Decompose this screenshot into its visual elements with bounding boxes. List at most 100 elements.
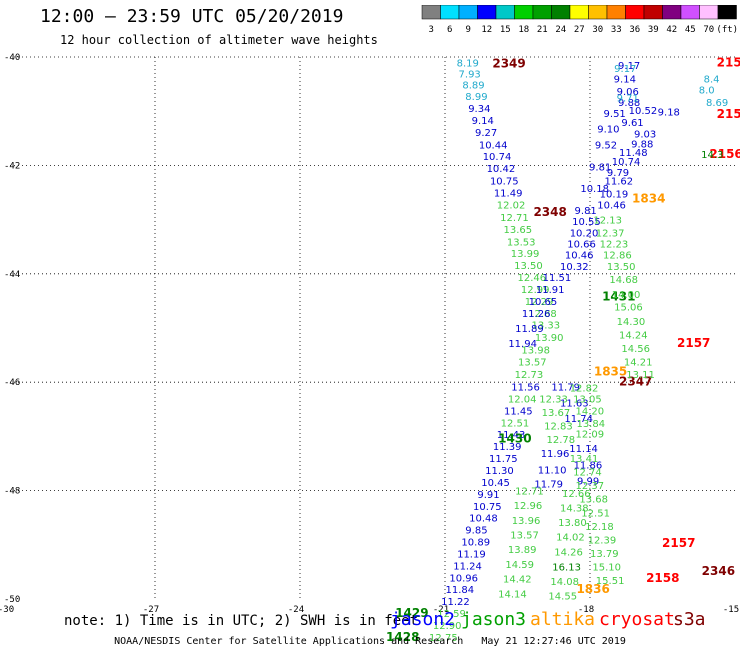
y-tick-label: -44 xyxy=(4,270,20,280)
wave-height-label: 10.44 xyxy=(479,140,508,151)
wave-height-label: 11.89 xyxy=(515,324,544,335)
wave-height-label: 9.51 xyxy=(604,109,626,120)
wave-height-label: 13.80 xyxy=(558,518,587,529)
time-label: 1836 xyxy=(576,582,609,596)
wave-height-label: 13.50 xyxy=(514,261,543,272)
wave-height-label: 13.90 xyxy=(535,333,564,344)
wave-height-label: 12.86 xyxy=(603,250,632,261)
y-tick-label: -42 xyxy=(4,161,20,171)
wave-height-label: 11.45 xyxy=(504,406,533,417)
legend-cryosat: cryosat xyxy=(599,609,675,630)
wave-height-label: 10.18 xyxy=(580,184,609,195)
x-tick-label: -21 xyxy=(433,605,449,615)
wave-height-label: 12.88 xyxy=(528,309,557,320)
wave-height-label: 14.59 xyxy=(505,560,534,571)
wave-height-label: 12.66 xyxy=(562,489,591,500)
wave-height-label: 15.10 xyxy=(592,562,621,573)
wave-height-label: 11.94 xyxy=(508,339,537,350)
colorbar-label: 36 xyxy=(629,25,640,35)
colorbar-label: 24 xyxy=(555,25,566,35)
wave-height-label: 9.81 xyxy=(589,162,611,173)
wave-height-label: 13.57 xyxy=(518,358,547,369)
wave-height-label: 13.84 xyxy=(576,419,605,430)
wave-height-label: 10.66 xyxy=(567,239,596,250)
time-label: 2157 xyxy=(677,336,710,350)
wave-height-label: 15.51 xyxy=(596,576,625,587)
colorbar-label: 42 xyxy=(666,25,677,35)
wave-height-label: 13.05 xyxy=(573,394,602,405)
footer-credit: NOAA/NESDIS Center for Satellite Applica… xyxy=(114,636,626,647)
wave-height-label: 11.30 xyxy=(485,466,514,477)
wave-height-label: 9.34 xyxy=(468,104,490,115)
wave-height-label: 9.18 xyxy=(658,108,680,119)
time-label: 2158 xyxy=(646,571,679,585)
colorbar-label: 6 xyxy=(447,25,452,35)
wave-height-label: 13.89 xyxy=(508,545,537,556)
wave-height-label: 9.99 xyxy=(577,476,599,487)
wave-height-label: 11.49 xyxy=(494,189,523,200)
wave-height-label: 12.46 xyxy=(518,273,547,284)
wave-height-label: 12.13 xyxy=(593,216,622,227)
wave-height-label: 14.56 xyxy=(621,344,650,355)
colorbar-label: 27 xyxy=(574,25,585,35)
wave-height-label: 9.10 xyxy=(597,125,619,136)
wave-height-label: 9.17 xyxy=(618,61,640,72)
wave-height-label: 10.45 xyxy=(481,478,510,489)
wave-height-label: 11.26 xyxy=(522,309,551,320)
colorbar-label: 39 xyxy=(648,25,659,35)
wave-height-label: 10.96 xyxy=(449,573,478,584)
wave-height-label: 10.74 xyxy=(483,152,512,163)
wave-height-label: 14.55 xyxy=(548,592,577,603)
wave-height-label: 13.11 xyxy=(626,370,655,381)
wave-height-label: 9.03 xyxy=(634,129,656,140)
wave-height-label: 12.78 xyxy=(547,435,576,446)
colorbar-label: 18 xyxy=(518,25,529,35)
wave-height-label: 13.98 xyxy=(521,346,550,357)
wave-height-label: 11.96 xyxy=(541,449,570,460)
wave-height-label: 9.88 xyxy=(618,98,640,109)
wave-height-label: 9.81 xyxy=(575,206,597,217)
wave-height-label: 12.09 xyxy=(576,430,605,441)
wave-height-label: 11.79 xyxy=(551,383,580,394)
wave-height-label: 14.68 xyxy=(609,275,638,286)
wave-height-label: 10.65 xyxy=(529,297,558,308)
y-tick-label: -46 xyxy=(4,378,20,388)
wave-height-label: 9.61 xyxy=(621,118,643,129)
wave-height-label: 14.08 xyxy=(550,577,579,588)
colorbar-label: (ft) xyxy=(716,25,738,35)
chart-title: 12:00 – 23:59 UTC 05/20/2019 xyxy=(40,6,344,27)
wave-height-label: 14.26 xyxy=(554,547,583,558)
wave-height-label: 9.71 xyxy=(617,94,639,105)
wave-height-label: 14.30 xyxy=(617,317,646,328)
colorbar-label: 15 xyxy=(500,25,511,35)
wave-height-label: 12.59 xyxy=(437,609,466,620)
wave-height-label: 13.65 xyxy=(503,225,532,236)
wave-height-label: 16.13 xyxy=(552,562,581,573)
wave-height-label: 11.62 xyxy=(605,177,634,188)
wave-height-label: 11.39 xyxy=(493,442,522,453)
wave-height-label: 9.14 xyxy=(472,116,494,127)
wave-height-label: 9.06 xyxy=(617,87,639,98)
wave-height-label: 14.02 xyxy=(556,533,585,544)
legend-s3a: s3a xyxy=(673,609,706,630)
wave-height-label: 10.75 xyxy=(490,177,519,188)
wave-height-label: 9.52 xyxy=(595,140,617,151)
wave-height-label: 8.89 xyxy=(462,81,484,92)
wave-height-label: 13.53 xyxy=(507,237,536,248)
wave-height-label: 10.46 xyxy=(565,250,594,261)
y-tick-label: -50 xyxy=(4,595,20,605)
wave-height-label: 12.71 xyxy=(500,213,529,224)
wave-height-label: 14.38 xyxy=(560,503,589,514)
time-label: 2155 xyxy=(717,55,740,69)
wave-height-label: 12.37 xyxy=(576,481,605,492)
time-label: 2347 xyxy=(619,375,652,389)
wave-height-label: 15.06 xyxy=(614,302,643,313)
legend-altika: altika xyxy=(530,609,596,630)
wave-height-label: 12.71 xyxy=(515,487,544,498)
time-label: 1429 xyxy=(395,606,428,620)
wave-height-label: 8.19 xyxy=(457,58,479,69)
wave-height-label: 14.21 xyxy=(624,358,653,369)
wave-height-label: 9.14 xyxy=(614,75,636,86)
wave-height-label: 11.91 xyxy=(536,285,565,296)
